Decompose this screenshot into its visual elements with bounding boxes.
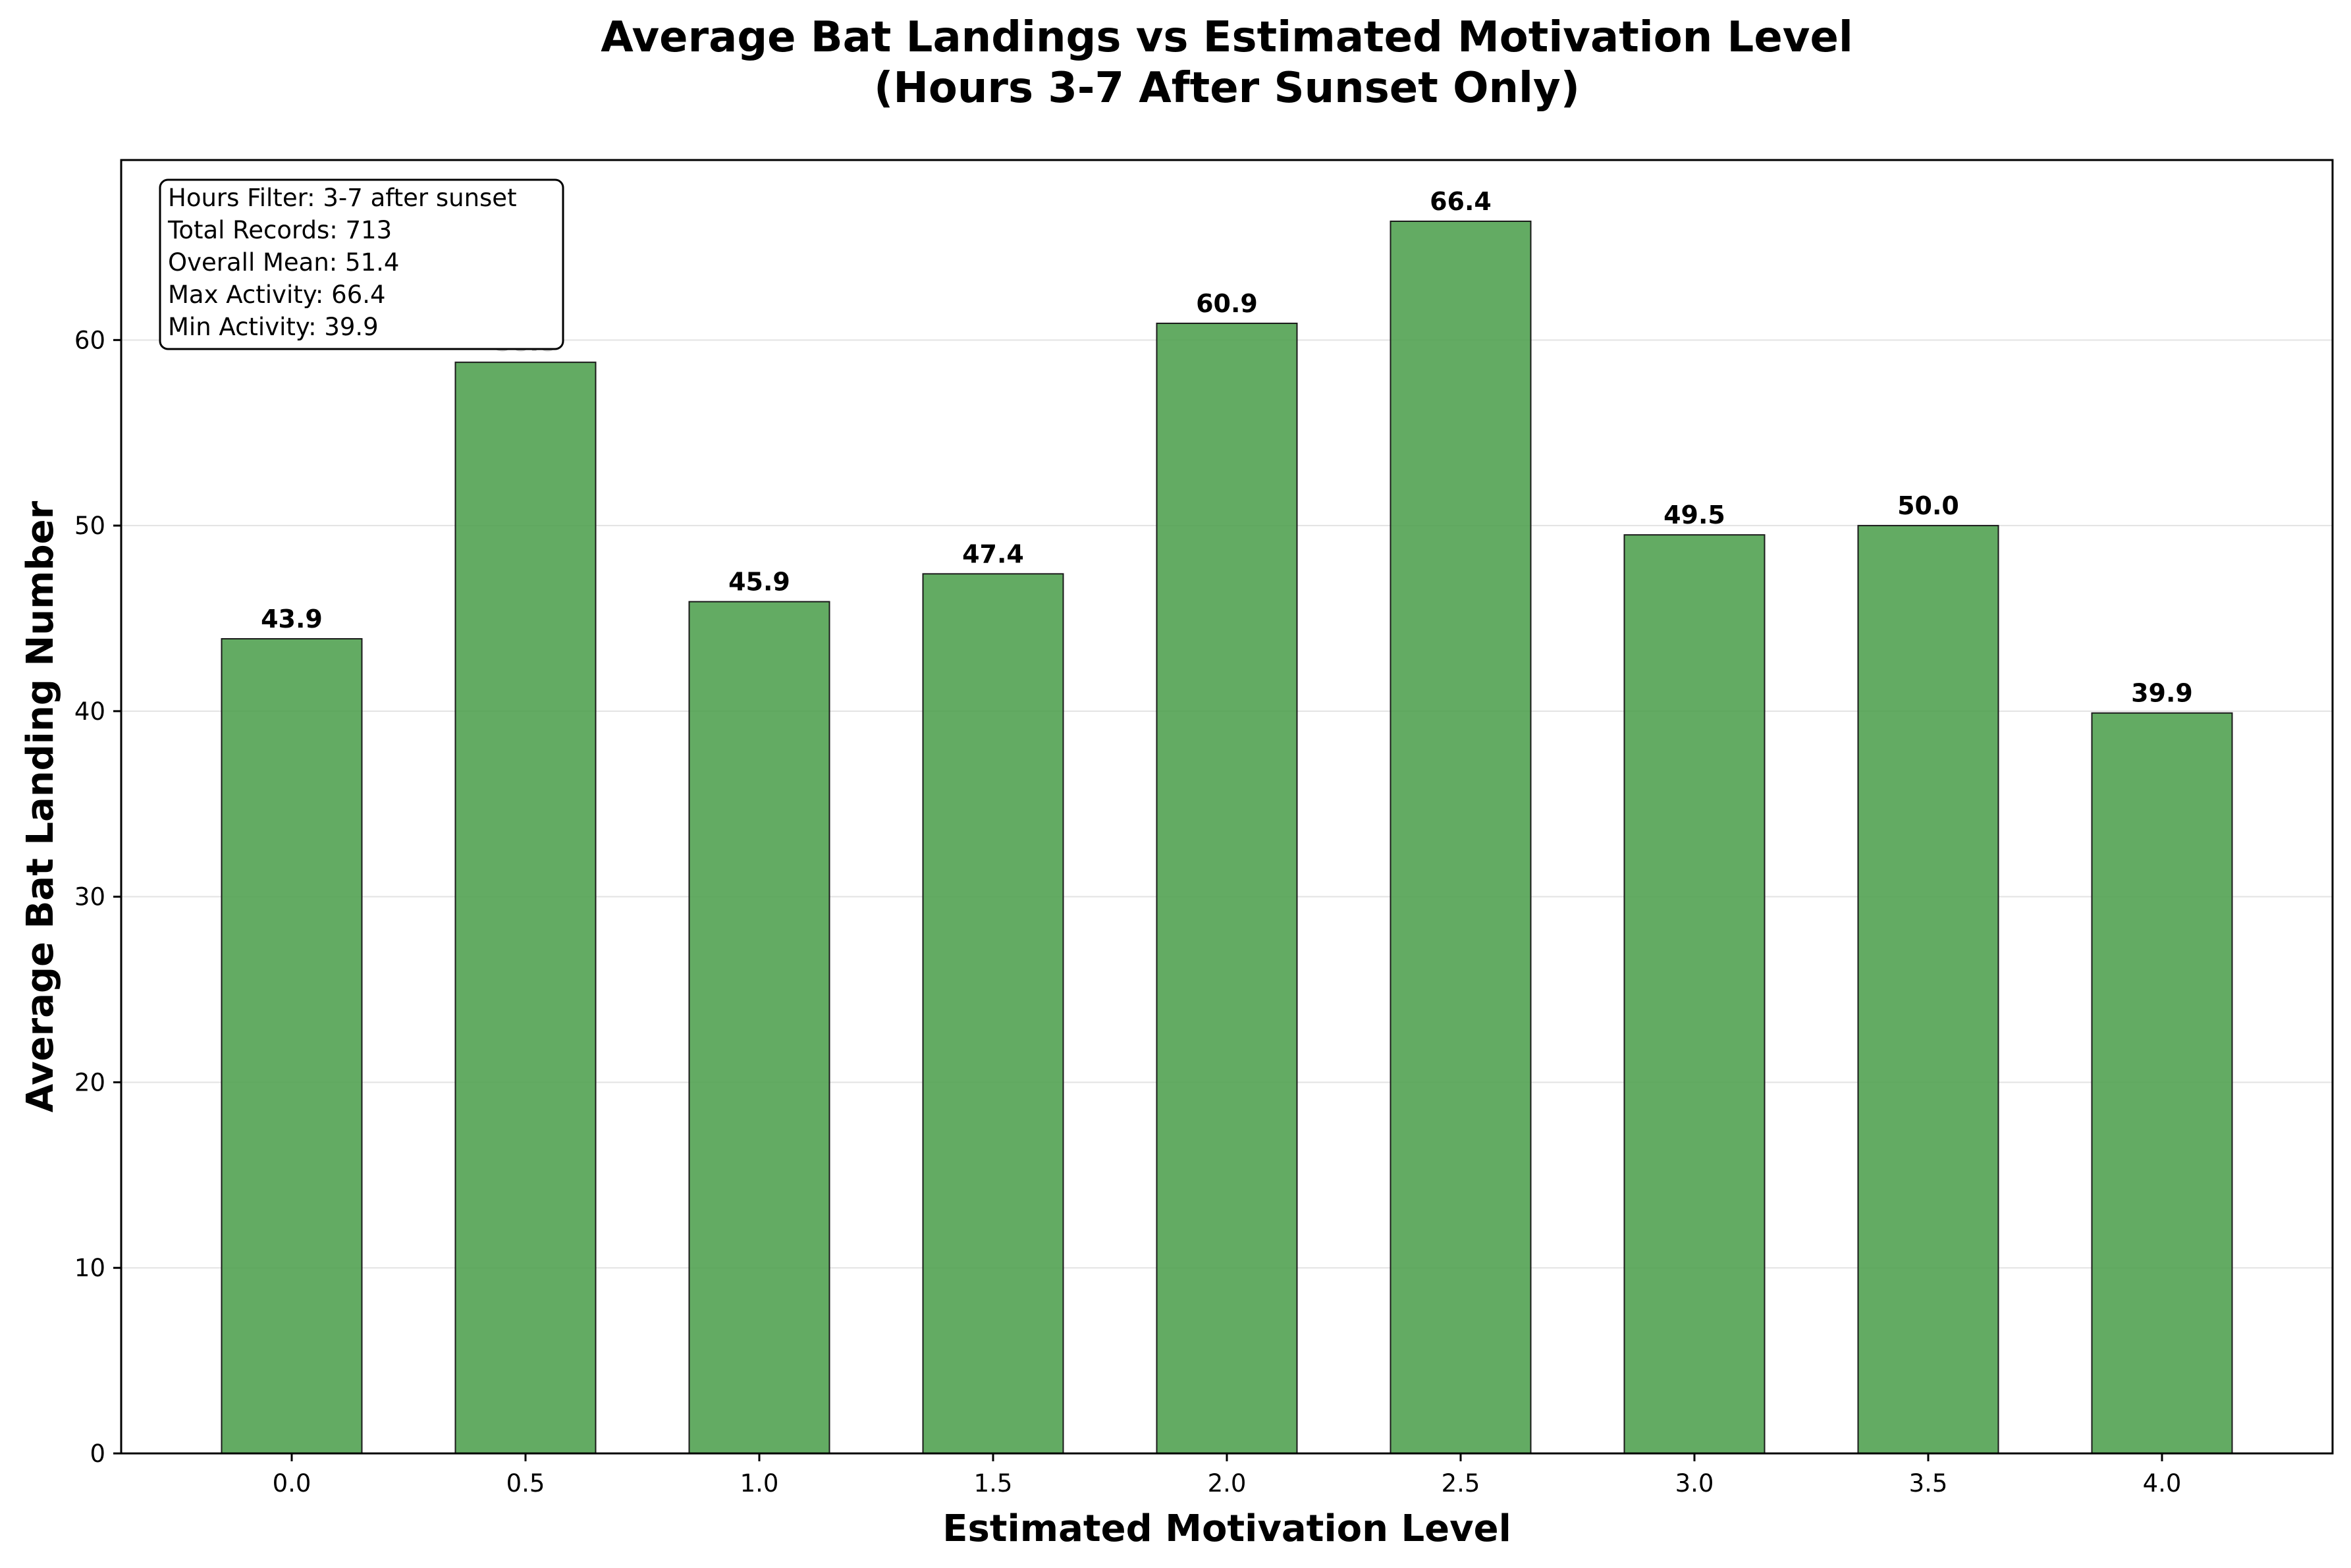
bar-2.5 [1390, 220, 1532, 1455]
x-axis-label: Estimated Motivation Level [942, 1507, 1511, 1550]
y-axis-label: Average Bat Landing Number [19, 500, 62, 1112]
data-label-2.0: 60.9 [1196, 289, 1258, 318]
x-axis-ticks: 0.0 0.5 1.0 1.5 2.0 2.5 3.0 3.5 4.0 [273, 1453, 2182, 1498]
info-max-activity: Max Activity: 66.4 [168, 281, 386, 309]
y-tick-label: 30 [74, 883, 105, 911]
bar-0.0 [221, 637, 363, 1454]
info-hours-filter: Hours Filter: 3-7 after sunset [168, 184, 517, 212]
y-tick-label: 50 [74, 512, 105, 540]
info-total-records: Total Records: 713 [167, 216, 392, 244]
x-tick-label: 1.0 [740, 1469, 779, 1498]
y-tick-label: 60 [74, 326, 105, 354]
info-overall-mean: Overall Mean: 51.4 [168, 248, 399, 277]
bars [221, 220, 2233, 1455]
x-tick-label: 3.0 [1675, 1469, 1714, 1498]
y-tick-label: 20 [74, 1068, 105, 1096]
x-tick-label: 3.5 [1909, 1469, 1948, 1498]
x-tick-label: 4.0 [2143, 1469, 2182, 1498]
info-box: Hours Filter: 3-7 after sunset Total Rec… [159, 178, 564, 350]
data-label-0.0: 43.9 [261, 605, 323, 634]
bar-2.0 [1156, 322, 1298, 1454]
bar-0.5 [454, 362, 597, 1454]
x-tick-label: 2.5 [1442, 1469, 1480, 1498]
x-tick-label: 0.0 [273, 1469, 311, 1498]
x-tick-label: 0.5 [506, 1469, 545, 1498]
data-label-3.0: 49.5 [1663, 500, 1725, 529]
bar-4.0 [2091, 712, 2233, 1454]
data-label-2.5: 66.4 [1430, 187, 1492, 216]
bar-3.0 [1623, 534, 1766, 1454]
chart-title-line1: Average Bat Landings vs Estimated Motiva… [601, 13, 1853, 62]
info-min-activity: Min Activity: 39.9 [168, 313, 379, 341]
chart-title-line2: (Hours 3-7 After Sunset Only) [874, 64, 1580, 113]
y-axis-ticks: 0 10 20 30 40 50 60 [74, 326, 121, 1468]
bar-1.0 [688, 601, 830, 1454]
x-tick-label: 2.0 [1208, 1469, 1247, 1498]
y-tick-label: 10 [74, 1254, 105, 1282]
y-tick-label: 40 [74, 697, 105, 726]
data-labels: 43.958.845.947.460.966.449.550.039.9 [261, 187, 2193, 708]
bar-3.5 [1857, 525, 1999, 1454]
data-label-3.5: 50.0 [1897, 491, 1959, 520]
y-tick-label: 0 [90, 1440, 105, 1468]
data-label-4.0: 39.9 [2131, 679, 2193, 708]
data-label-1.0: 45.9 [728, 568, 790, 597]
bar-1.5 [922, 573, 1064, 1454]
data-label-1.5: 47.4 [962, 539, 1024, 568]
info-box-frame [159, 178, 564, 350]
x-tick-label: 1.5 [974, 1469, 1013, 1498]
